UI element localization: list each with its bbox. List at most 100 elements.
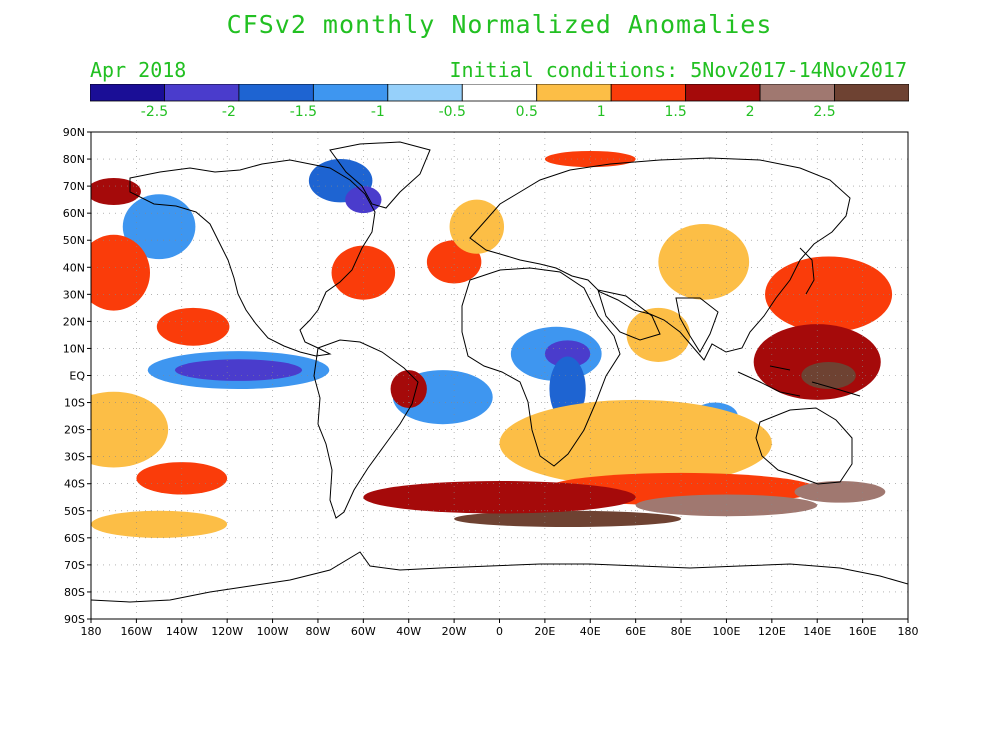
coastline-india	[675, 297, 719, 353]
colorbar-bin	[536, 84, 612, 102]
anomaly-blob	[544, 340, 591, 368]
lat-tick-label: 90S	[64, 613, 85, 626]
colorbar-bin	[834, 84, 909, 102]
coastline-antarctica	[91, 551, 908, 603]
anomaly-blob	[363, 481, 636, 514]
anomaly-blob	[765, 256, 893, 333]
anomaly-blob	[174, 359, 303, 381]
colorbar-tick-label: 2.5	[813, 104, 836, 120]
anomaly-blob	[91, 234, 150, 311]
lat-tick-label: 70S	[64, 559, 85, 572]
lat-tick-label: 40N	[63, 261, 85, 274]
colorbar-bin	[90, 84, 165, 102]
colorbar-tick-label: -1	[370, 104, 385, 120]
coastline-eurasia	[469, 157, 851, 361]
lon-tick-label: 80W	[306, 625, 331, 638]
coastlines	[91, 141, 908, 603]
lon-tick-label: 160W	[120, 625, 152, 638]
anomaly-fields	[91, 150, 893, 538]
colorbar-tick-label: -0.5	[438, 104, 466, 120]
colorbar-tick-label: -2	[221, 104, 236, 120]
coastline-japan	[799, 247, 815, 295]
colorbar-tick-label: 2	[745, 104, 755, 120]
colorbar-labels: -2.5 -2 -1.5 -1 -0.5 0.5 1 1.5 2 2.5	[0, 104, 999, 122]
lon-tick-label: 120E	[758, 625, 786, 638]
coastline-greenland	[329, 141, 431, 209]
longitude-axis: 180 160W 140W 120W 100W 80W 60W 40W 20W 0 20E 40E 60…	[81, 619, 919, 638]
anomaly-blob	[331, 245, 396, 300]
colorbar-tick-label: 1.5	[664, 104, 687, 120]
lon-tick-label: 140W	[166, 625, 198, 638]
lat-tick-label: 10N	[63, 342, 85, 355]
coastline-arabia	[597, 289, 661, 341]
lon-tick-label: 60E	[625, 625, 646, 638]
lon-tick-label: 40E	[580, 625, 601, 638]
lon-tick-label: 40W	[396, 625, 421, 638]
colorbar-bin	[238, 84, 314, 102]
coastline-africa	[461, 267, 621, 467]
lon-tick-label: 160E	[849, 625, 877, 638]
lon-tick-label: 80E	[671, 625, 692, 638]
lon-tick-label: 20E	[534, 625, 555, 638]
lat-tick-label: 30N	[63, 288, 85, 301]
coastline-indonesia	[737, 365, 861, 397]
colorbar-bin	[164, 84, 240, 102]
coastline-south-america	[313, 339, 419, 519]
anomaly-blob	[499, 399, 772, 487]
anomaly-blob	[658, 223, 750, 300]
gridlines	[91, 132, 908, 619]
latitude-axis: 90N 80N 70N 60N 50N 40N 30N 20N 10N EQ 10S 20S 30S 40…	[63, 126, 91, 626]
lat-tick-label: 20S	[64, 424, 85, 437]
anomaly-blob	[390, 370, 427, 408]
colorbar-bin	[387, 84, 463, 102]
lon-tick-label: 180	[898, 625, 919, 638]
lon-tick-label: 0	[496, 625, 503, 638]
anomaly-blob	[454, 510, 682, 528]
coastline-north-america	[129, 159, 376, 357]
map-title: CFSv2 monthly Normalized Anomalies	[226, 10, 773, 39]
colorbar-bin	[312, 84, 389, 102]
colorbar-bin	[461, 84, 538, 102]
lon-tick-label: 140E	[803, 625, 831, 638]
colorbar-tick-label: -2.5	[140, 104, 169, 120]
lat-tick-label: 80N	[63, 153, 85, 166]
colorbar-tick-label: 1	[596, 104, 606, 120]
colorbar-tick-label: 0.5	[515, 104, 538, 120]
anomaly-blob	[635, 494, 818, 517]
anomaly-blob	[122, 194, 196, 260]
lon-tick-label: 180	[81, 625, 102, 638]
colorbar-bin	[759, 84, 835, 102]
lat-tick-label: 90N	[63, 126, 85, 139]
lat-tick-label: 60S	[64, 532, 85, 545]
lat-tick-label: 40S	[64, 478, 85, 491]
lat-tick-label: 70N	[63, 180, 85, 193]
coastline-australia	[755, 407, 853, 485]
lat-tick-label: 50S	[64, 505, 85, 518]
anomaly-blob	[136, 462, 228, 495]
anomaly-blob	[544, 150, 636, 168]
lat-tick-label: 60N	[63, 207, 85, 220]
anomaly-blob	[794, 481, 886, 503]
valid-month-label: Apr 2018	[90, 58, 187, 82]
lon-tick-label: 100E	[712, 625, 740, 638]
anomaly-map: 180 160W 140W 120W 100W 80W 60W 40W 20W 0 20E 40E 60…	[63, 126, 919, 638]
lat-tick-label: 20N	[63, 315, 85, 328]
colorbar-tick-label: -1.5	[289, 104, 318, 120]
anomaly-blob	[449, 199, 505, 254]
lon-tick-label: 20W	[442, 625, 467, 638]
colorbar-bin	[685, 84, 761, 102]
lat-tick-label: 80S	[64, 586, 85, 599]
lon-tick-label: 100W	[257, 625, 289, 638]
lat-tick-label: 30S	[64, 451, 85, 464]
anomaly-blob	[345, 186, 382, 214]
lat-tick-label: 50N	[63, 234, 85, 247]
anomaly-blob	[91, 391, 169, 468]
lon-tick-label: 60W	[351, 625, 376, 638]
colorbar-bin	[610, 84, 687, 102]
colorbar	[90, 84, 909, 102]
lat-tick-label: 10S	[64, 397, 85, 410]
anomaly-blob	[801, 361, 856, 390]
anomaly-blob	[91, 510, 228, 538]
lat-tick-label: EQ	[69, 370, 85, 383]
initial-conditions-label: Initial conditions: 5Nov2017-14Nov2017	[449, 58, 907, 82]
